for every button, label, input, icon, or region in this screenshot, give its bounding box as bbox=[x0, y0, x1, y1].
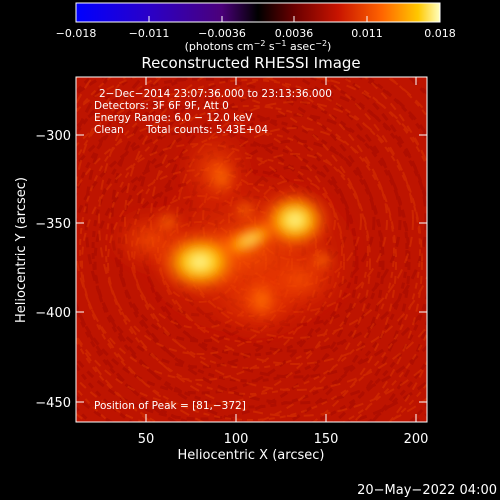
y-tick-label: −350 bbox=[35, 217, 71, 232]
x-tick-label: 50 bbox=[138, 432, 155, 447]
colorbar-tick-4: 0.011 bbox=[351, 27, 383, 40]
y-tick-label: −450 bbox=[35, 396, 71, 411]
colorbar-unit-label: (photons cm−2 s−1 asec−2) bbox=[185, 39, 332, 53]
ripple-ring bbox=[98, 77, 427, 417]
clean-method: Clean bbox=[94, 124, 124, 136]
energy-range: Energy Range: 6.0 − 12.0 keV bbox=[94, 112, 253, 124]
y-tick-label: −300 bbox=[35, 129, 71, 144]
colorbar-tick-5: 0.018 bbox=[424, 27, 456, 40]
plot-title: Reconstructed RHESSI Image bbox=[141, 54, 360, 72]
ripple-ring bbox=[76, 91, 371, 422]
y-axis-label: Heliocentric Y (arcsec) bbox=[14, 177, 29, 323]
ripple-ring bbox=[76, 77, 423, 422]
colorbar-tick-0: −0.018 bbox=[56, 27, 97, 40]
colorbar-tick-3: 0.0036 bbox=[275, 27, 314, 40]
ripple-ring bbox=[91, 91, 409, 409]
x-axis-label: Heliocentric X (arcsec) bbox=[178, 448, 325, 463]
detectors-info: Detectors: 3F 6F 9F, Att 0 bbox=[94, 100, 229, 112]
ripple-ring bbox=[76, 77, 397, 422]
colorbar-gradient bbox=[75, 2, 441, 23]
x-tick-label: 200 bbox=[404, 432, 429, 447]
colorbar-tick-2: −0.0036 bbox=[198, 27, 246, 40]
ripple-ring bbox=[79, 79, 421, 421]
ripple-ring bbox=[76, 77, 411, 422]
timestamp: 20−May−2022 04:00 bbox=[357, 483, 497, 498]
y-tick-label: −400 bbox=[35, 306, 71, 321]
ripple-ring bbox=[76, 77, 385, 422]
peak-position: Position of Peak = [81,−372] bbox=[94, 400, 246, 412]
x-tick-label: 100 bbox=[224, 432, 249, 447]
x-tick-label: 150 bbox=[314, 432, 339, 447]
colorbar: −0.018 −0.011 −0.0036 0.0036 0.011 0.018… bbox=[56, 2, 456, 53]
ripple-ring bbox=[176, 101, 414, 339]
observation-time: 2−Dec−2014 23:07:36.000 to 23:13:36.000 bbox=[99, 88, 332, 100]
colorbar-tick-1: −0.011 bbox=[129, 27, 170, 40]
total-counts: Total counts: 5.43E+04 bbox=[145, 124, 268, 136]
ripple-ring bbox=[150, 77, 427, 365]
ripple-ring bbox=[105, 105, 395, 395]
plot-frame bbox=[75, 76, 428, 423]
